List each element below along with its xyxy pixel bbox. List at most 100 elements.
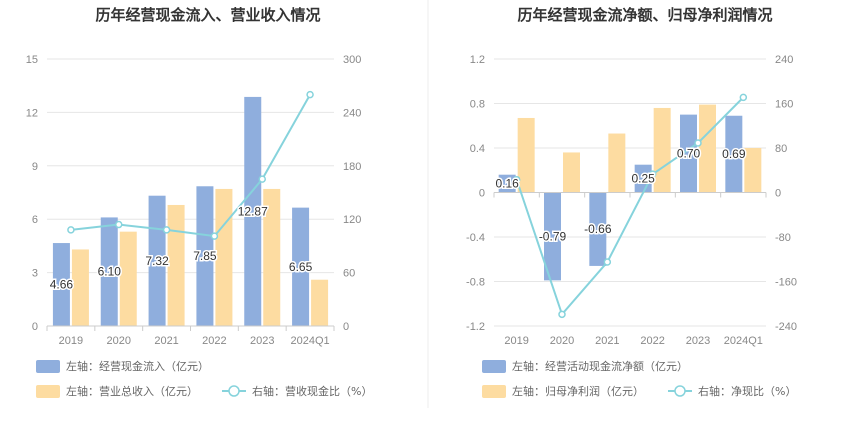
x-axis-tick-label: 2022 [202,335,226,347]
right-axis-tick-label: -240 [775,321,797,333]
bar-revenue [311,279,329,326]
line-point [648,170,657,178]
bar-net-operating-cashflow [544,192,561,281]
data-label: 0.16 [495,177,519,191]
line-point [162,226,171,234]
legend-label: 左轴：归母净利润（亿元） [512,384,644,398]
right-axis-tick-label: -80 [775,232,791,244]
legend-line-marker [228,385,240,397]
data-label: -0.66 [584,222,612,236]
left-axis-tick-label: -1.2 [466,321,485,333]
right-axis-tick-label: 0 [775,188,781,200]
line-point [115,220,123,229]
left-axis-tick-label: 12 [26,107,38,119]
bar-revenue [119,231,137,326]
legend-line-marker [674,385,686,397]
bar-revenue [71,249,89,326]
left-axis-tick-label: 1.2 [470,54,485,66]
line-point [306,90,314,99]
legend-label: 左轴：经营活动现金流净额（亿元） [512,359,688,373]
left-axis-tick-label: 15 [26,54,38,66]
right-axis-tick-label: 60 [343,268,355,280]
x-axis-tick-label: 2024Q1 [291,335,330,347]
data-label: -0.79 [539,229,567,243]
x-axis-tick-label: 2024Q1 [724,335,763,347]
left-axis-tick-label: -0.4 [466,232,485,244]
bar-net-profit [608,133,626,193]
bar-net-profit [744,148,762,193]
x-axis-tick-label: 2019 [504,335,528,347]
legend-swatch [482,360,506,373]
line-point [558,310,566,319]
right-axis-tick-label: 240 [775,54,793,66]
data-label: 7.85 [193,249,217,263]
x-axis-tick-label: 2021 [154,335,178,347]
x-axis-tick-label: 2023 [250,335,274,347]
line-point [258,175,266,183]
line-point [739,93,748,102]
left-axis-tick-label: -0.8 [466,277,485,289]
bar-net-profit [563,152,580,193]
chart-2: -1.2 -0.8 -0.4 0 0.4 0.8 1.2 -240 -160 -80 0 80 160 2… [466,54,797,398]
line-point [694,139,702,147]
x-axis-tick-label: 2019 [59,335,83,347]
left-axis-tick-label: 0 [479,188,485,200]
data-label: 0.70 [677,147,701,161]
bar-cash-inflow [292,207,310,326]
data-label: 4.66 [50,278,74,292]
left-axis-tick-label: 6 [32,214,38,226]
line-series [70,94,311,238]
right-axis-tick-label: 240 [343,107,361,119]
bar-cash-inflow [100,217,118,326]
line-point [603,258,612,266]
x-axis-tick-label: 2020 [550,335,574,347]
x-axis-tick-label: 2023 [686,335,710,347]
legend-label: 右轴：营收现金比（%） [252,384,372,398]
bar-cash-inflow [244,96,262,326]
left-axis-tick-label: 0.4 [470,143,485,155]
legend-label: 右轴：净现比（%） [698,384,796,398]
bar-revenue [263,188,281,326]
legend-label: 左轴：经营现金流入（亿元） [66,359,209,373]
legend-swatch [482,385,506,398]
x-axis-tick-label: 2020 [107,335,131,347]
legend-label: 左轴：营业总收入（亿元） [66,384,198,398]
right-axis-tick-label: -160 [775,277,797,289]
right-axis-tick-label: 80 [775,143,787,155]
right-axis-tick-label: 160 [775,99,793,111]
chart-2-title: 历年经营现金流净额、归母净利润情况 [517,6,772,24]
data-label: 0.25 [631,172,655,186]
bar-net-operating-cashflow [680,114,697,193]
bar-revenue [215,188,233,326]
line-point [67,226,75,234]
bar-revenue [167,204,185,326]
right-axis-tick-label: 0 [343,321,349,333]
x-axis-tick-label: 2021 [595,335,619,347]
chart-1-title: 历年经营现金流入、营业收入情况 [95,6,320,24]
data-label: 12.87 [238,204,268,218]
bar-net-operating-cashflow [498,174,516,193]
left-axis-tick-label: 3 [32,268,38,280]
right-axis-tick-label: 120 [343,214,361,226]
bar-net-profit [653,107,671,193]
bar-net-profit [517,117,535,193]
bar-net-operating-cashflow [725,115,743,193]
right-axis-tick-label: 300 [343,54,361,66]
chart-1: 0 3 6 9 12 15 0 60 120 180 240 300 2019 2020 2021 2022 2… [26,54,372,398]
bar-net-profit [699,104,716,193]
bar-net-operating-cashflow [589,192,607,266]
legend-swatch [36,360,60,373]
bar-cash-inflow [52,243,70,326]
line-series [515,96,745,317]
line-point [512,175,521,184]
x-axis-tick-label: 2022 [640,335,664,347]
data-label: 6.10 [98,265,122,279]
line-point [210,232,219,240]
legend-swatch [36,385,60,398]
data-label: 6.65 [289,260,313,274]
data-label: 0.69 [722,147,746,161]
data-label: 7.32 [145,254,169,268]
bar-cash-inflow [196,186,214,326]
left-axis-tick-label: 9 [32,161,38,173]
